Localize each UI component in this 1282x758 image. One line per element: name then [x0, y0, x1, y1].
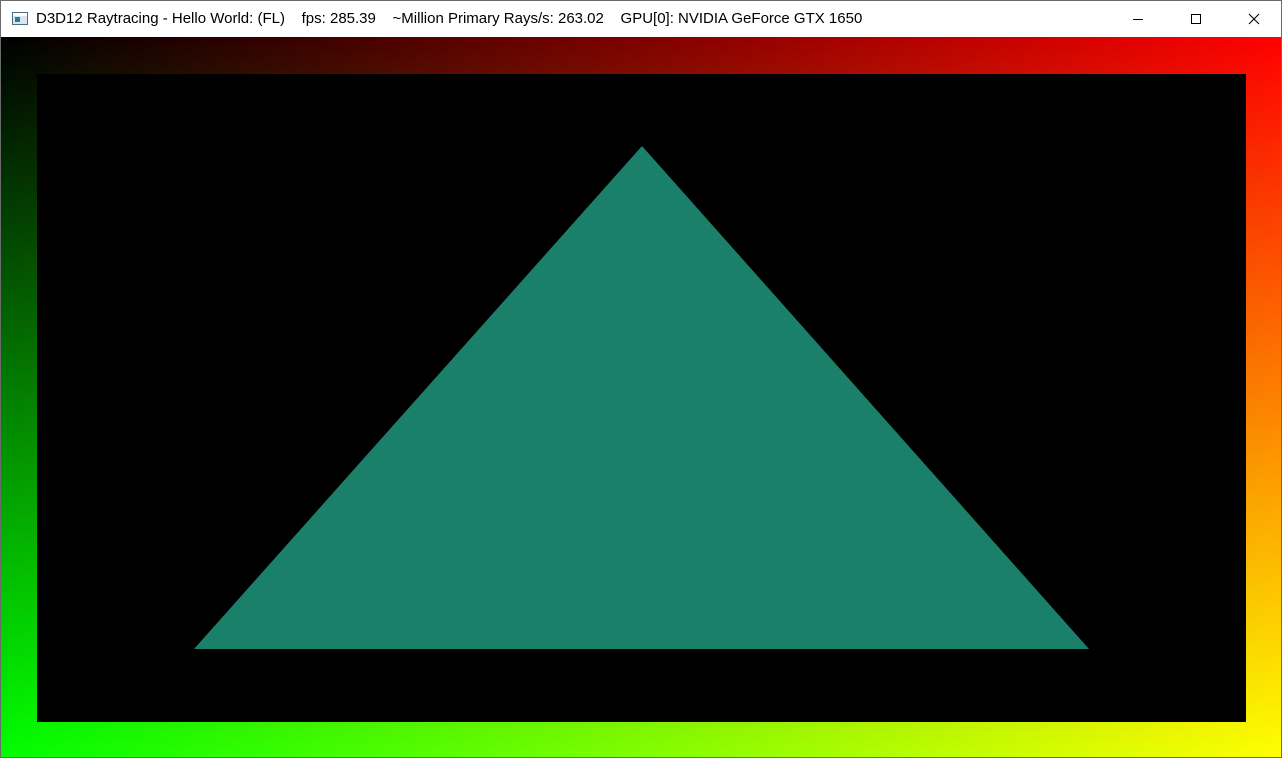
minimize-button[interactable] [1109, 1, 1167, 37]
maximize-button[interactable] [1167, 1, 1225, 37]
close-icon [1248, 13, 1260, 25]
hello-world-triangle [194, 146, 1089, 649]
minimize-icon [1133, 19, 1143, 20]
title-bar[interactable]: D3D12 Raytracing - Hello World: (FL) fps… [1, 1, 1281, 37]
close-button[interactable] [1225, 1, 1282, 37]
render-viewport[interactable] [1, 37, 1281, 757]
application-window-icon[interactable] [12, 12, 28, 25]
raytraced-scene [1, 37, 1281, 757]
window-title: D3D12 Raytracing - Hello World: (FL) fps… [36, 10, 863, 27]
maximize-icon [1191, 14, 1201, 24]
